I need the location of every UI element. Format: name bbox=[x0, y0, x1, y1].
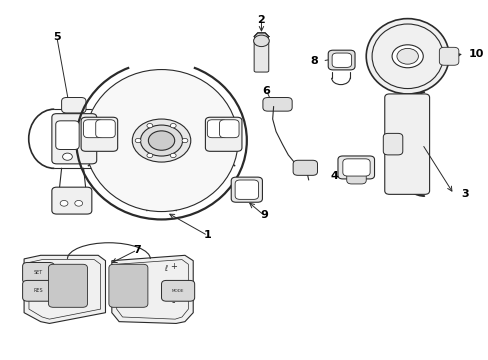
Circle shape bbox=[170, 123, 176, 128]
FancyBboxPatch shape bbox=[22, 280, 54, 301]
FancyBboxPatch shape bbox=[383, 134, 402, 155]
FancyBboxPatch shape bbox=[438, 47, 458, 65]
FancyBboxPatch shape bbox=[292, 160, 317, 175]
FancyBboxPatch shape bbox=[61, 98, 86, 113]
Polygon shape bbox=[24, 255, 105, 323]
FancyBboxPatch shape bbox=[331, 53, 351, 67]
FancyBboxPatch shape bbox=[56, 121, 79, 149]
FancyBboxPatch shape bbox=[161, 280, 194, 301]
FancyBboxPatch shape bbox=[231, 177, 262, 202]
Ellipse shape bbox=[366, 19, 448, 94]
Text: SET: SET bbox=[34, 270, 43, 275]
Circle shape bbox=[182, 138, 187, 143]
FancyBboxPatch shape bbox=[205, 117, 242, 151]
Text: 7: 7 bbox=[133, 245, 141, 255]
FancyBboxPatch shape bbox=[254, 39, 268, 72]
FancyBboxPatch shape bbox=[22, 262, 54, 283]
FancyBboxPatch shape bbox=[235, 180, 258, 199]
Text: 5: 5 bbox=[53, 32, 61, 42]
Text: 2: 2 bbox=[257, 15, 265, 25]
FancyBboxPatch shape bbox=[109, 264, 147, 307]
Text: RES: RES bbox=[34, 288, 43, 293]
Text: 3: 3 bbox=[460, 189, 468, 199]
Polygon shape bbox=[254, 33, 268, 40]
Ellipse shape bbox=[85, 69, 238, 212]
FancyBboxPatch shape bbox=[219, 120, 239, 138]
Text: MODE: MODE bbox=[171, 289, 184, 293]
Circle shape bbox=[135, 138, 141, 143]
Circle shape bbox=[253, 35, 269, 46]
Circle shape bbox=[132, 119, 190, 162]
FancyBboxPatch shape bbox=[263, 98, 291, 111]
Text: 9: 9 bbox=[260, 210, 267, 220]
Circle shape bbox=[140, 125, 182, 156]
FancyBboxPatch shape bbox=[342, 159, 369, 176]
Circle shape bbox=[396, 48, 418, 64]
FancyBboxPatch shape bbox=[96, 120, 115, 138]
Circle shape bbox=[146, 153, 152, 158]
Text: -: - bbox=[172, 297, 175, 307]
Text: 10: 10 bbox=[468, 49, 483, 59]
Text: 1: 1 bbox=[203, 230, 211, 240]
Polygon shape bbox=[112, 255, 193, 323]
FancyBboxPatch shape bbox=[346, 172, 366, 184]
FancyBboxPatch shape bbox=[337, 156, 374, 179]
FancyBboxPatch shape bbox=[52, 114, 97, 164]
Text: ℓ: ℓ bbox=[163, 265, 167, 274]
Text: 6: 6 bbox=[262, 86, 270, 96]
FancyBboxPatch shape bbox=[207, 120, 226, 138]
Circle shape bbox=[146, 123, 152, 128]
Circle shape bbox=[148, 131, 174, 150]
FancyBboxPatch shape bbox=[384, 94, 429, 194]
Circle shape bbox=[62, 153, 72, 160]
Text: +: + bbox=[170, 262, 177, 271]
Circle shape bbox=[75, 201, 82, 206]
Text: 4: 4 bbox=[329, 171, 337, 181]
FancyBboxPatch shape bbox=[327, 50, 354, 70]
Text: 8: 8 bbox=[310, 56, 318, 66]
FancyBboxPatch shape bbox=[81, 117, 118, 151]
FancyBboxPatch shape bbox=[52, 187, 92, 214]
Circle shape bbox=[170, 153, 176, 158]
Circle shape bbox=[391, 45, 423, 68]
FancyBboxPatch shape bbox=[48, 264, 87, 307]
FancyBboxPatch shape bbox=[83, 120, 103, 138]
Circle shape bbox=[60, 201, 68, 206]
